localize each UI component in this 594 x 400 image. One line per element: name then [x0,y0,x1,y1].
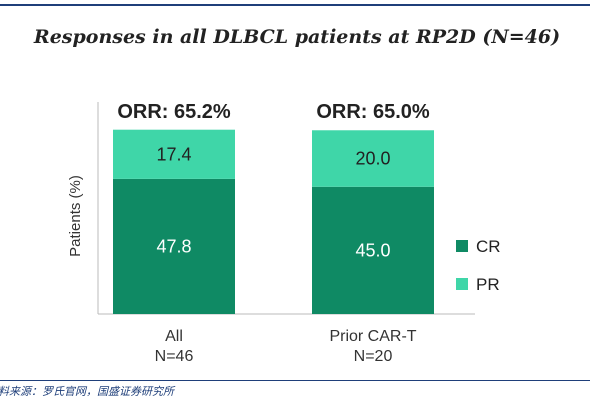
bar-cr-all [113,178,235,314]
x-tick-label-prior-car-t: Prior CAR-T [329,328,416,345]
orr-label-all: ORR: 65.2% [117,101,231,123]
source-note: 料来源：罗氏官网，国盛证券研究所 [0,385,174,398]
chart-title: Responses in all DLBCL patients at RP2D … [33,26,561,48]
legend-label-pr: PR [476,275,500,294]
legend-swatch-pr [456,278,468,290]
bottom-rule [0,380,590,381]
top-rule [0,4,590,6]
data-label-cr-prior-car-t: 45.0 [355,240,390,260]
y-axis-label: Patients (%) [67,175,84,257]
bar-pr-prior-car-t [312,130,434,187]
x-tick-n-all: N=46 [155,348,194,365]
legend-swatch-cr [456,240,468,252]
data-label-cr-all: 47.8 [156,236,191,256]
data-label-pr-prior-car-t: 20.0 [355,149,390,169]
data-label-pr-all: 17.4 [156,144,191,164]
bar-cr-prior-car-t [312,186,434,314]
chart-area: Patients (%) 47.8 17.4 ORR: 65.2% All N=46 45… [67,101,501,365]
x-tick-n-prior-car-t: N=20 [354,348,393,365]
x-tick-label-all: All [165,328,183,345]
bar-pr-all [113,129,235,179]
legend-label-cr: CR [476,237,501,256]
orr-label-prior-car-t: ORR: 65.0% [316,101,430,123]
